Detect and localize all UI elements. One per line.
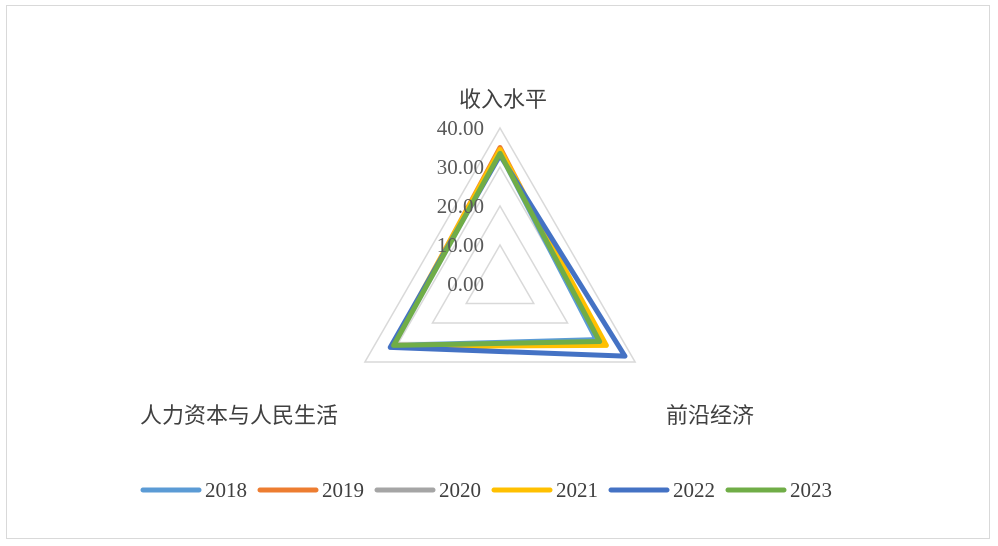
axis-label-2: 人力资本与人民生活 <box>140 404 338 429</box>
tick-label-3: 30.00 <box>437 155 484 179</box>
tick-label-4: 40.00 <box>437 116 484 140</box>
legend-label-2023: 2023 <box>790 478 832 502</box>
legend-label-2022: 2022 <box>673 478 715 502</box>
legend-label-2019: 2019 <box>322 478 364 502</box>
series-2023 <box>391 150 603 348</box>
chart-frame <box>6 5 990 539</box>
radar-series <box>387 145 628 359</box>
grid-ring-1 <box>464 243 536 305</box>
grid-ring-4 <box>363 126 637 363</box>
legend-label-2018: 2018 <box>205 478 247 502</box>
tick-label-2: 20.00 <box>437 194 484 218</box>
legend-label-2021: 2021 <box>556 478 598 502</box>
series-2018 <box>391 150 599 348</box>
legend-label-2020: 2020 <box>439 478 481 502</box>
radial-tick-labels: 0.00 10.00 20.00 30.00 40.00 <box>437 116 484 296</box>
grid-ring-2 <box>431 204 569 324</box>
tick-label-0: 0.00 <box>447 272 484 296</box>
series-2019 <box>391 145 604 348</box>
grid-ring-3 <box>397 165 603 344</box>
tick-label-1: 10.00 <box>437 233 484 257</box>
axis-label-0: 收入水平 <box>459 88 547 113</box>
legend: 2018 2019 2020 2021 2022 2023 <box>140 478 832 502</box>
axis-label-1: 前沿经济 <box>666 404 754 429</box>
